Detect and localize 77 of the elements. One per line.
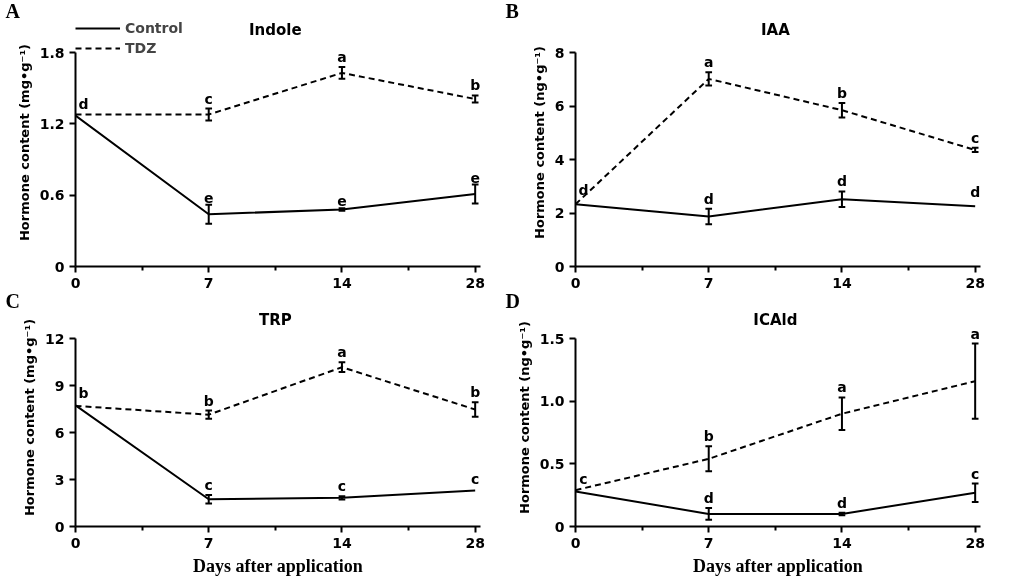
annotation: d xyxy=(836,494,847,511)
annotation: c xyxy=(204,90,213,107)
x-tick-label: 7 xyxy=(203,274,214,291)
y-axis-title: Hormone content (mg•g⁻¹) xyxy=(16,43,32,242)
x-tick-label: 0 xyxy=(570,274,581,291)
chart-title: ICAld xyxy=(753,310,798,329)
annotation: b xyxy=(78,384,89,401)
annotation: d xyxy=(78,96,89,113)
annotation: e xyxy=(203,189,214,206)
annotation: c xyxy=(971,129,980,146)
annotation: d xyxy=(970,184,981,201)
x-axis-title: Days after application xyxy=(693,555,863,576)
legend-label: TDZ xyxy=(125,40,157,56)
annotation: a xyxy=(970,325,980,342)
annotation: c xyxy=(471,470,480,487)
annotation: d xyxy=(703,190,714,207)
annotation: e xyxy=(337,193,347,210)
x-tick-label: 28 xyxy=(465,274,485,291)
y-tick-label: 8 xyxy=(554,44,565,61)
y-tick-label: 1.5 xyxy=(539,330,565,347)
y-axis-title: Hormone content (mg•g⁻¹) xyxy=(22,318,38,517)
y-tick-label: 4 xyxy=(554,151,565,168)
text: D xyxy=(505,289,520,312)
annotation: b xyxy=(203,392,214,409)
annotation: b xyxy=(836,84,847,101)
annotation: b xyxy=(470,384,481,401)
chart-title: Indole xyxy=(249,20,302,39)
annotation: a xyxy=(337,48,347,65)
x-tick-label: 14 xyxy=(832,274,852,291)
y-tick-label: 12 xyxy=(45,330,65,347)
x-tick-label: 28 xyxy=(465,534,485,551)
chart-title: TRP xyxy=(258,310,292,329)
legend-label: Control xyxy=(125,20,183,36)
y-axis-title: Hormone content (ng•g⁻¹) xyxy=(516,321,532,514)
annotation: b xyxy=(470,77,481,94)
y-tick-label: 3 xyxy=(54,471,65,488)
text: B xyxy=(505,0,519,22)
y-tick-label: 0 xyxy=(554,258,565,275)
annotation: a xyxy=(337,344,347,361)
annotation: c xyxy=(204,477,213,494)
y-tick-label: 0.5 xyxy=(539,455,565,472)
y-tick-label: 1.0 xyxy=(539,393,565,410)
y-tick-label: 0.6 xyxy=(39,187,65,204)
y-tick-label: 9 xyxy=(54,377,65,394)
text: A xyxy=(5,0,21,22)
x-tick-label: 7 xyxy=(203,534,214,551)
x-tick-label: 14 xyxy=(332,274,352,291)
y-tick-label: 2 xyxy=(554,205,565,222)
x-tick-label: 0 xyxy=(570,534,581,551)
x-tick-label: 7 xyxy=(703,274,714,291)
annotation: c xyxy=(971,465,980,482)
annotation: e xyxy=(470,169,480,186)
text: C xyxy=(5,289,20,312)
x-tick-label: 28 xyxy=(965,534,985,551)
annotation: d xyxy=(836,173,847,190)
x-tick-label: 7 xyxy=(703,534,714,551)
y-tick-label: 6 xyxy=(554,98,565,115)
y-axis-title: Hormone content (ng•g⁻¹) xyxy=(531,46,547,239)
chart-title: IAA xyxy=(760,20,791,39)
annotation: a xyxy=(837,379,847,396)
y-tick-label: 0 xyxy=(54,258,65,275)
y-tick-label: 1.8 xyxy=(39,44,65,61)
x-axis-title: Days after application xyxy=(193,555,363,576)
annotation: a xyxy=(704,54,714,71)
x-tick-label: 14 xyxy=(832,534,852,551)
x-tick-label: 0 xyxy=(70,534,81,551)
x-tick-label: 0 xyxy=(70,274,81,291)
x-tick-label: 28 xyxy=(965,274,985,291)
annotation: d xyxy=(703,489,714,506)
annotation: b xyxy=(703,428,714,445)
y-tick-label: 6 xyxy=(54,424,65,441)
y-tick-label: 0 xyxy=(554,518,565,535)
y-tick-label: 1.2 xyxy=(39,115,65,132)
annotation: c xyxy=(579,470,588,487)
annotation: c xyxy=(337,478,347,495)
x-tick-label: 14 xyxy=(332,534,352,551)
y-tick-label: 0 xyxy=(54,518,65,535)
